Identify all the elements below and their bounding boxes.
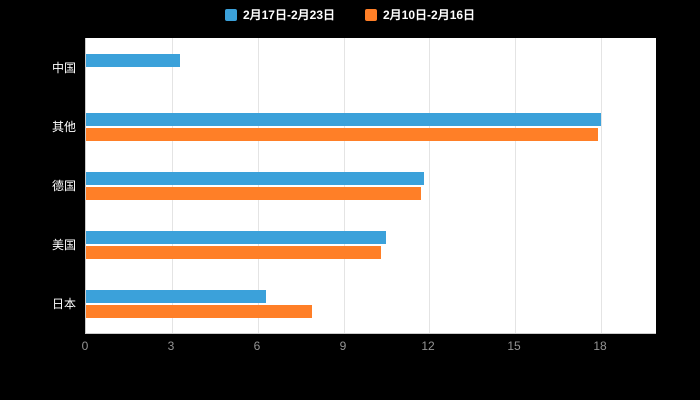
y-axis-label-cat2: 德国 xyxy=(51,179,76,193)
x-axis-label-12: 12 xyxy=(421,339,435,353)
gridline-x12 xyxy=(429,38,430,333)
x-axis-label-18: 18 xyxy=(593,339,607,353)
x-axis-label-3: 3 xyxy=(167,339,175,353)
legend-swatch-blue-icon xyxy=(224,9,237,21)
bar-series1-cat2 xyxy=(86,187,421,200)
legend-item-week2[interactable]: 2月17日-2月23日 xyxy=(224,8,335,22)
y-axis-label-cat3: 美国 xyxy=(51,238,76,252)
bar-series0-cat4 xyxy=(86,290,266,303)
y-axis-label-cat0: 中国 xyxy=(51,61,76,75)
bar-series1-cat1 xyxy=(86,128,598,141)
legend-item-week1[interactable]: 2月10日-2月16日 xyxy=(365,8,475,22)
x-axis-label-9: 9 xyxy=(339,339,347,353)
gridline-x15 xyxy=(515,38,516,333)
gridline-x18 xyxy=(601,38,602,333)
gridline-x9 xyxy=(344,38,345,333)
y-axis-label-cat4: 日本 xyxy=(51,297,76,311)
y-axis-label-cat1: 其他 xyxy=(51,120,76,134)
gridline-x3 xyxy=(172,38,173,333)
x-axis-label-0: 0 xyxy=(81,339,89,353)
bar-series1-cat4 xyxy=(86,305,312,318)
legend-label-week1: 2月10日-2月16日 xyxy=(383,8,476,22)
plot-area xyxy=(85,38,656,334)
x-axis-labels: 0 3 6 9 12 15 18 xyxy=(81,339,655,355)
bar-series0-cat2 xyxy=(86,172,424,185)
bar-series0-cat3 xyxy=(86,231,386,244)
bar-series0-cat1 xyxy=(86,113,601,126)
legend-label-week2: 2月17日-2月23日 xyxy=(242,8,335,22)
x-axis-label-6: 6 xyxy=(253,339,261,353)
x-axis-label-15: 15 xyxy=(507,339,521,353)
legend: 2月17日-2月23日 2月10日-2月16日 xyxy=(0,8,700,22)
legend-swatch-orange-icon xyxy=(365,9,377,21)
bar-series0-cat0 xyxy=(86,54,180,67)
bar-series1-cat3 xyxy=(86,246,381,259)
gridline-x6 xyxy=(258,38,259,333)
